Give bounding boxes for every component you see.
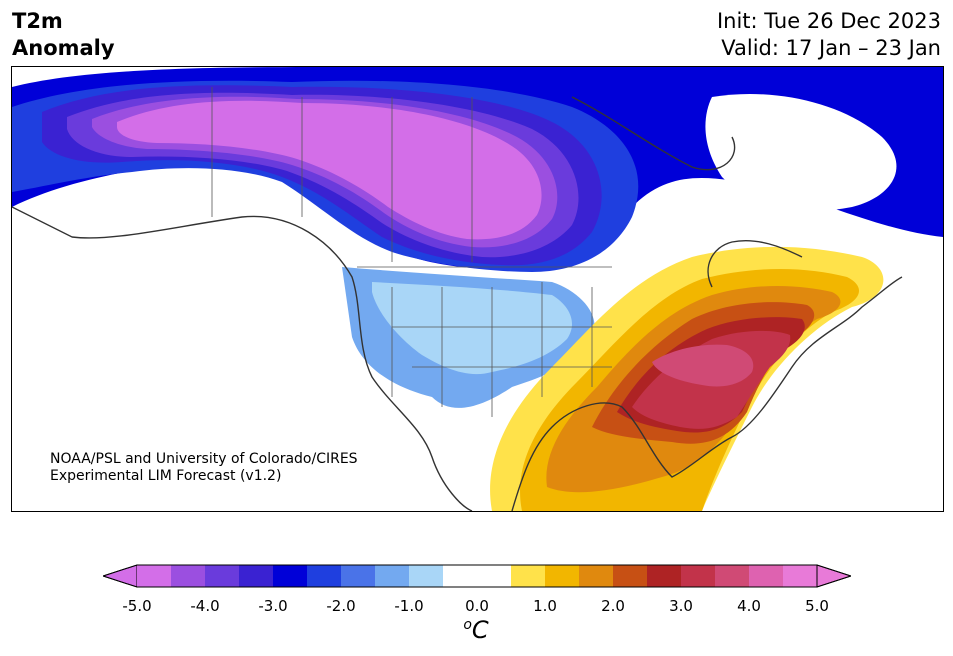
colorbar-swatches [101, 564, 853, 588]
colorbar-tick-label: -3.0 [258, 597, 288, 615]
credit-line-2: Experimental LIM Forecast (v1.2) [50, 468, 282, 484]
colorbar-tick-label: 2.0 [601, 597, 625, 615]
colorbar-tick-label: 5.0 [805, 597, 829, 615]
init-date: Init: Tue 26 Dec 2023 [716, 9, 941, 33]
colorbar-swatch [647, 565, 682, 587]
colorbar-swatch [273, 565, 308, 587]
colorbar-tick-label: -2.0 [326, 597, 356, 615]
colorbar-swatch [137, 565, 172, 587]
colorbar-swatch [307, 565, 342, 587]
colorbar-swatch [205, 565, 240, 587]
colorbar-swatch [715, 565, 750, 587]
colorbar-swatch [749, 565, 784, 587]
colorbar-tick-label: 4.0 [737, 597, 761, 615]
valid-date: Valid: 17 Jan – 23 Jan [721, 36, 941, 60]
colorbar-unit: oC [463, 616, 489, 644]
colorbar-tick-label: -4.0 [190, 597, 220, 615]
colorbar-swatch [545, 565, 580, 587]
colorbar-swatch [171, 565, 206, 587]
colorbar-swatch [511, 565, 546, 587]
colorbar-swatch [409, 565, 444, 587]
anomaly-map: NOAA/PSL and University of Colorado/CIRE… [11, 66, 944, 512]
title-block: T2m Anomaly [12, 8, 115, 62]
colorbar-swatch [613, 565, 648, 587]
colorbar-extend-high [816, 564, 853, 588]
credit-line-1: NOAA/PSL and University of Colorado/CIRE… [50, 451, 358, 467]
colorbar-swatch [239, 565, 274, 587]
date-block: Init: Tue 26 Dec 2023 Valid: 17 Jan – 23… [717, 8, 941, 62]
colorbar-tick-label: 3.0 [669, 597, 693, 615]
variable-title: T2m [12, 9, 63, 33]
colorbar-swatch [341, 565, 376, 587]
colorbar-swatch [375, 565, 410, 587]
colorbar-swatch [681, 565, 716, 587]
colorbar-extend-low [101, 564, 138, 588]
coastlines [12, 96, 903, 511]
cool-west-region [342, 267, 595, 408]
colorbar-tick-label: -1.0 [394, 597, 424, 615]
colorbar-tick-label: 1.0 [533, 597, 557, 615]
variable-subtitle: Anomaly [12, 36, 115, 60]
credit-text: NOAA/PSL and University of Colorado/CIRE… [50, 451, 358, 485]
colorbar-swatch [443, 565, 478, 587]
map-canvas [12, 67, 943, 511]
colorbar-swatch [477, 565, 512, 587]
neutral-region-northeast [705, 93, 897, 211]
colorbar-swatch [579, 565, 614, 587]
political-borders [211, 87, 612, 417]
colorbar-swatch [783, 565, 818, 587]
colorbar-tick-label: -5.0 [122, 597, 152, 615]
colorbar-tick-label: 0.0 [465, 597, 489, 615]
warm-anomaly-region [490, 246, 884, 511]
colorbar [101, 564, 853, 592]
